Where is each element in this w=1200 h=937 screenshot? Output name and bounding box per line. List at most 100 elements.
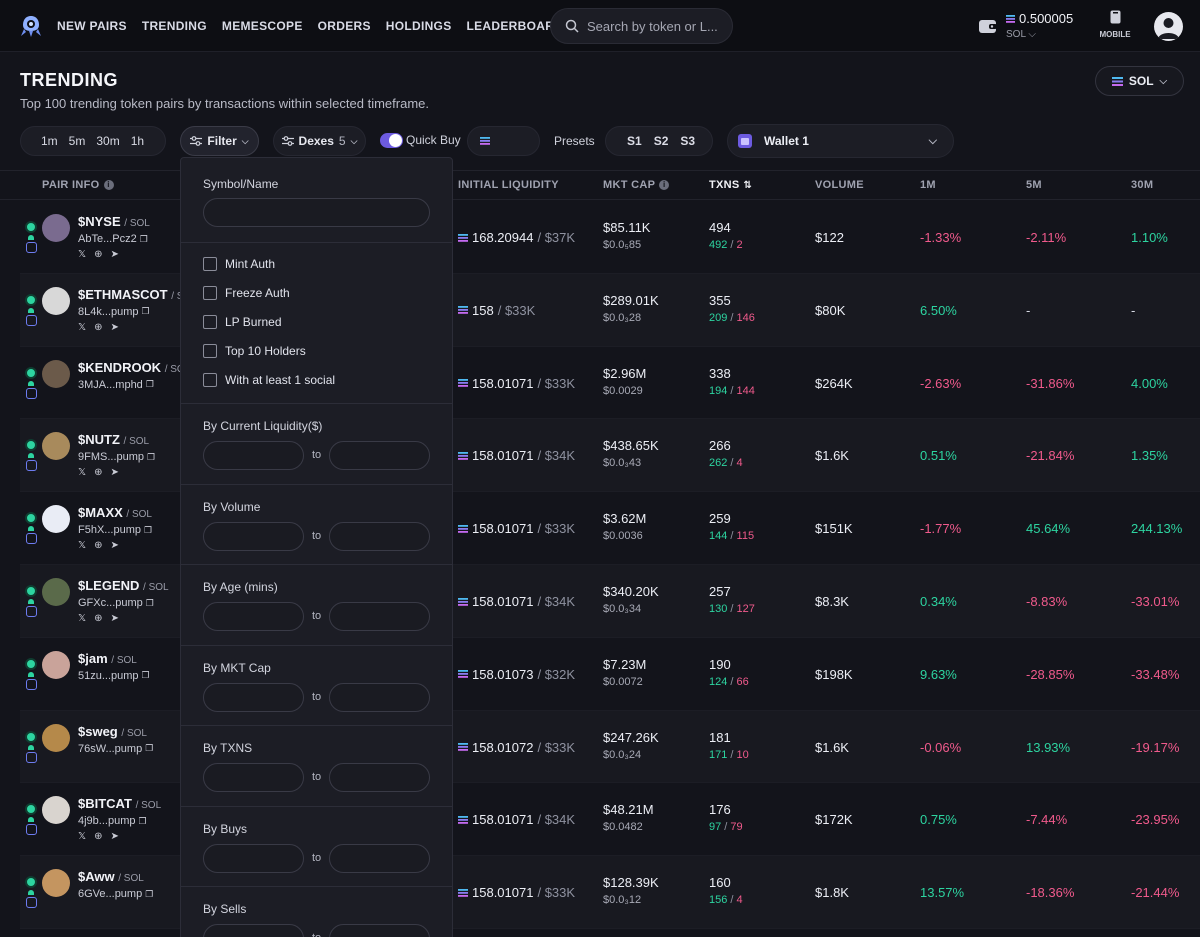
nav-new-pairs[interactable]: NEW PAIRS [57,19,127,33]
globe-icon[interactable]: ⊕ [94,321,103,333]
telegram-icon[interactable]: ➤ [110,831,119,843]
filter-range-min-input[interactable] [203,602,304,631]
token-avatar[interactable] [42,578,70,606]
filter-range-min-input[interactable] [203,843,304,873]
filter-range-max-input[interactable] [329,843,430,873]
copy-icon[interactable]: ❐ [145,379,154,390]
checkbox[interactable] [203,315,217,329]
filter-range-min-input[interactable] [203,521,304,551]
token-name[interactable]: $Aww / SOL [78,869,144,885]
col-txns[interactable]: TXNS ⇅ [709,179,753,191]
wallet-select[interactable]: Wallet 1 ⌵ [727,124,954,158]
filter-range-min-input[interactable] [203,682,304,712]
app-logo-icon[interactable] [18,14,44,38]
checkbox[interactable] [203,344,217,358]
filter-button[interactable]: Filter ⌵ [180,126,259,156]
x-twitter-icon[interactable]: 𝕏 [78,540,87,552]
dexes-button[interactable]: Dexes 5 ⌵ [273,126,366,156]
token-address[interactable]: F5hX...pump ❐ [78,524,153,537]
nav-leaderboard[interactable]: LEADERBOARD [466,19,564,33]
col-pair-info[interactable]: PAIR INFO i [42,179,114,191]
col-30m[interactable]: 30M [1131,179,1154,191]
token-name[interactable]: $LEGEND / SOL [78,578,169,593]
user-avatar[interactable] [1154,12,1183,41]
timeframe-1m[interactable]: 1m [41,134,58,148]
token-avatar[interactable] [42,432,70,461]
col-1m[interactable]: 1M [920,179,936,191]
token-name[interactable]: $KENDROOK / SOL [78,359,190,375]
telegram-icon[interactable]: ➤ [110,321,119,333]
preset-s3[interactable]: S3 [680,134,696,148]
nav-holdings[interactable]: HOLDINGS [385,19,452,33]
token-address[interactable]: 76sW...pump ❐ [78,742,154,755]
telegram-icon[interactable]: ➤ [110,249,119,260]
mobile-button[interactable]: MOBILE [1094,10,1136,39]
token-avatar[interactable] [42,723,70,752]
copy-icon[interactable]: ❐ [145,597,154,608]
filter-range-max-input[interactable] [329,602,430,631]
currency-select[interactable]: SOL ⌵ [1095,66,1184,96]
timeframe-1h[interactable]: 1h [130,134,145,148]
copy-icon[interactable]: ❐ [145,888,154,899]
table-row[interactable]: $MAXX / SOL F5hX...pump ❐ 𝕏 ⊕ ➤ 158.01071… [20,492,1200,565]
token-avatar[interactable] [42,214,70,242]
token-name[interactable]: $NUTZ / SOL [78,432,150,448]
table-row[interactable]: $NYSE / SOL AbTe...Pcz2 ❐ 𝕏 ⊕ ➤ 168.20944… [20,201,1200,274]
telegram-icon[interactable]: ➤ [110,467,119,479]
token-address[interactable]: 4j9b...pump ❐ [78,815,147,828]
checkbox[interactable] [203,286,217,300]
filter-range-min-input[interactable] [203,924,304,937]
x-twitter-icon[interactable]: 𝕏 [78,249,87,260]
col-5m[interactable]: 5M [1026,179,1042,191]
checkbox[interactable] [203,373,217,387]
nav-orders[interactable]: ORDERS [317,19,371,33]
check-mint-auth[interactable]: Mint Auth [203,257,275,271]
token-name[interactable]: $NYSE / SOL [78,214,150,229]
quick-buy-amount-input[interactable] [467,126,540,156]
timeframe-5m[interactable]: 5m [68,134,86,148]
token-address[interactable]: 51zu...pump ❐ [78,669,150,682]
telegram-icon[interactable]: ➤ [110,613,119,624]
token-address[interactable]: 3MJA...mphd ❐ [78,378,154,391]
preset-s1[interactable]: S1 [627,134,642,148]
x-twitter-icon[interactable]: 𝕏 [78,321,87,333]
check-social[interactable]: With at least 1 social [203,373,335,387]
token-name[interactable]: $BITCAT / SOL [78,796,162,812]
nav-memescope[interactable]: MEMESCOPE [221,19,303,33]
table-row[interactable]: $jam / SOL 51zu...pump ❐ 158.01073/ $32K … [20,638,1200,711]
copy-icon[interactable]: ❐ [143,524,153,535]
token-address[interactable]: 8L4k...pump ❐ [78,305,150,318]
token-name[interactable]: $MAXX / SOL [78,505,152,521]
copy-icon[interactable]: ❐ [139,233,148,244]
filter-range-max-input[interactable] [329,682,430,712]
globe-icon[interactable]: ⊕ [94,467,103,479]
token-name[interactable]: $jam / SOL [78,650,137,666]
token-avatar[interactable] [42,359,70,388]
token-avatar[interactable] [42,796,70,825]
table-row[interactable]: $sweg / SOL 76sW...pump ❐ 158.01072/ $33K… [20,710,1200,784]
token-name[interactable]: $sweg / SOL [78,723,147,739]
globe-icon[interactable]: ⊕ [94,831,103,843]
globe-icon[interactable]: ⊕ [94,540,103,552]
checkbox[interactable] [203,257,217,271]
copy-icon[interactable]: ❐ [147,451,156,462]
copy-icon[interactable]: ❐ [141,306,150,317]
x-twitter-icon[interactable]: 𝕏 [78,467,87,479]
copy-icon[interactable]: ❐ [141,670,150,681]
check-freeze-auth[interactable]: Freeze Auth [203,286,290,300]
balance-display[interactable]: 0.500005 SOL ⌵ [1006,11,1073,40]
token-name[interactable]: $ETHMASCOT / SOL [78,286,197,302]
table-row[interactable]: $BITCAT / SOL 4j9b...pump ❐ 𝕏 ⊕ ➤ 158.010… [20,783,1200,857]
globe-icon[interactable]: ⊕ [94,249,103,260]
copy-icon[interactable]: ❐ [138,815,147,826]
wallet-icon[interactable] [978,17,998,35]
filter-range-max-input[interactable] [329,441,430,470]
copy-icon[interactable]: ❐ [145,743,154,754]
col-initial-liquidity[interactable]: INITIAL LIQUIDITY [458,179,559,191]
token-avatar[interactable] [42,650,70,679]
filter-range-min-input[interactable] [203,441,304,470]
check-lp-burned[interactable]: LP Burned [203,315,282,329]
table-row[interactable]: $KENDROOK / SOL 3MJA...mphd❐ 158.01071/ … [20,347,1200,420]
search-input[interactable] [587,18,717,34]
filter-range-max-input[interactable] [329,521,430,551]
